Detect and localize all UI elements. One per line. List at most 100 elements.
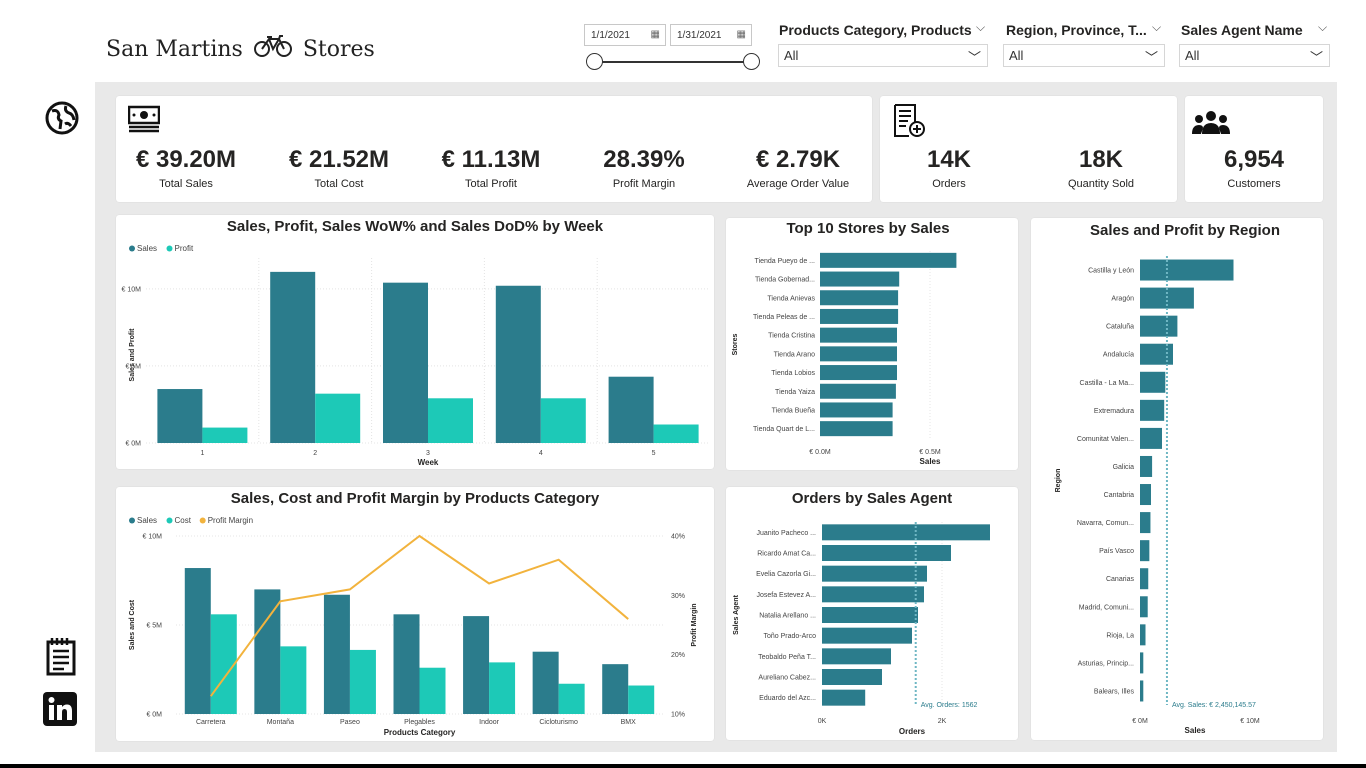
slicer-agent-dropdown[interactable]: All ﹀ bbox=[1179, 44, 1330, 67]
category-label: Madrid, Comuni... bbox=[1079, 604, 1134, 611]
chevron-down-icon[interactable]: ⌵ bbox=[1152, 20, 1162, 34]
bar bbox=[822, 627, 912, 644]
slicer-product-dropdown[interactable]: All ﹀ bbox=[778, 44, 988, 67]
category-label: Tienda Lobios bbox=[771, 370, 815, 377]
kpi-total-cost-value: € 21.52M bbox=[288, 146, 390, 173]
category-label: Asturias, Princip... bbox=[1078, 660, 1134, 667]
chart-category-title: Sales, Cost and Profit Margin by Product… bbox=[230, 490, 600, 507]
chevron-down-icon[interactable]: ⌵ bbox=[976, 20, 986, 34]
x-tick-label: 1 bbox=[200, 450, 204, 457]
slicer-agent-value: All bbox=[1185, 48, 1200, 63]
kpi-profit-margin-label: Profit Margin bbox=[612, 178, 676, 190]
bar bbox=[820, 271, 900, 287]
bar bbox=[820, 290, 899, 306]
date-range-slider[interactable] bbox=[595, 61, 752, 63]
bar bbox=[1140, 484, 1151, 506]
money-icon bbox=[127, 105, 161, 138]
chevron-down-icon: ﹀ bbox=[967, 50, 981, 65]
slider-start-handle[interactable] bbox=[586, 53, 603, 70]
category-label: Cataluña bbox=[1106, 324, 1134, 331]
x-tick-label: € 0.5M bbox=[919, 449, 941, 456]
bar bbox=[1140, 399, 1165, 421]
bar bbox=[820, 346, 897, 362]
y-axis-label: Sales and Profit bbox=[129, 328, 136, 382]
chevron-down-icon: ﹀ bbox=[1144, 50, 1158, 65]
category-label: Castilla - La Ma... bbox=[1080, 380, 1135, 387]
x-axis-label: Orders bbox=[899, 727, 926, 736]
kpi-customers-label: Customers bbox=[1227, 178, 1281, 190]
y2-axis-label: Profit Margin bbox=[691, 603, 698, 646]
bar bbox=[1140, 680, 1144, 702]
bar bbox=[820, 365, 897, 381]
y-axis-label: Sales Agent bbox=[733, 594, 740, 634]
legend-label: Profit bbox=[175, 244, 194, 253]
category-label: Canarias bbox=[1106, 576, 1135, 583]
bar-profit bbox=[653, 424, 699, 443]
legend-label: Sales bbox=[137, 516, 157, 525]
bar-cost bbox=[489, 662, 516, 714]
logo: San Martins Stores bbox=[106, 34, 375, 64]
bar bbox=[1140, 652, 1144, 674]
category-label: País Vasco bbox=[1099, 548, 1134, 555]
bar bbox=[1140, 624, 1146, 646]
legend-label: Sales bbox=[137, 244, 157, 253]
x-tick-label: Indoor bbox=[479, 719, 500, 726]
bar bbox=[822, 586, 924, 603]
bar-cost bbox=[210, 614, 237, 714]
category-label: Tienda Bueña bbox=[772, 407, 815, 414]
x-tick-label: 3 bbox=[426, 450, 430, 457]
category-label: Extremadura bbox=[1094, 408, 1134, 415]
y2-tick-label: 20% bbox=[671, 652, 685, 659]
legend-label: Cost bbox=[175, 516, 192, 525]
y-tick-label: € 10M bbox=[143, 534, 163, 541]
bar bbox=[820, 327, 897, 343]
globe-icon[interactable] bbox=[44, 100, 80, 141]
chevron-down-icon: ﹀ bbox=[1309, 50, 1323, 65]
bar bbox=[822, 648, 891, 665]
legend-marker bbox=[129, 245, 135, 252]
chevron-down-icon[interactable]: ⌵ bbox=[1318, 20, 1328, 34]
linkedin-icon[interactable] bbox=[43, 692, 77, 731]
x-tick-label: 5 bbox=[652, 450, 656, 457]
kpi-customers-value: 6,954 bbox=[1223, 146, 1285, 173]
category-label: Rioja, La bbox=[1106, 632, 1134, 639]
bar bbox=[820, 252, 957, 268]
category-label: Tienda Gobernad... bbox=[755, 277, 815, 284]
bar bbox=[820, 402, 893, 418]
y-tick-label: € 0M bbox=[146, 712, 162, 719]
category-label: Tienda Peleas de ... bbox=[753, 314, 815, 321]
bar-sales bbox=[602, 664, 629, 714]
slicer-region-dropdown[interactable]: All ﹀ bbox=[1003, 44, 1165, 67]
x-tick-label: Montaña bbox=[267, 719, 294, 726]
bar-sales bbox=[323, 594, 350, 714]
notepad-icon[interactable] bbox=[46, 636, 76, 681]
calendar-icon[interactable]: ▦ bbox=[650, 29, 660, 40]
end-date-input[interactable]: 1/31/2021 ▦ bbox=[670, 24, 752, 46]
kpi-quantity-label: Quantity Sold bbox=[1067, 178, 1135, 190]
category-label: Juanito Pacheco ... bbox=[756, 530, 816, 537]
category-label: Eduardo del Azc... bbox=[759, 695, 816, 702]
category-label: Tienda Anievas bbox=[767, 295, 815, 302]
calendar-icon[interactable]: ▦ bbox=[736, 29, 746, 40]
bar bbox=[822, 565, 927, 582]
x-tick-label: € 0.0M bbox=[809, 449, 831, 456]
category-label: Balears, Illes bbox=[1094, 688, 1135, 695]
category-label: Navarra, Comun... bbox=[1077, 520, 1134, 527]
start-date-input[interactable]: 1/1/2021 ▦ bbox=[584, 24, 666, 46]
slider-end-handle[interactable] bbox=[743, 53, 760, 70]
bicycle-icon bbox=[253, 34, 293, 64]
legend-marker bbox=[129, 517, 135, 524]
bar bbox=[1140, 259, 1234, 281]
bar-sales bbox=[463, 616, 490, 714]
kpi-total-sales-label: Total Sales bbox=[159, 178, 213, 190]
bar-sales bbox=[157, 389, 203, 443]
bar bbox=[820, 383, 896, 399]
category-label: Josefa Estevez A... bbox=[756, 592, 816, 599]
category-label: Natalia Arellano ... bbox=[759, 613, 816, 620]
y-axis-label: Sales and Cost bbox=[129, 599, 136, 650]
bottom-border bbox=[0, 764, 1366, 768]
reference-line-label: Avg. Sales: € 2,450,145.57 bbox=[1172, 702, 1256, 709]
y-tick-label: € 5M bbox=[125, 363, 141, 370]
